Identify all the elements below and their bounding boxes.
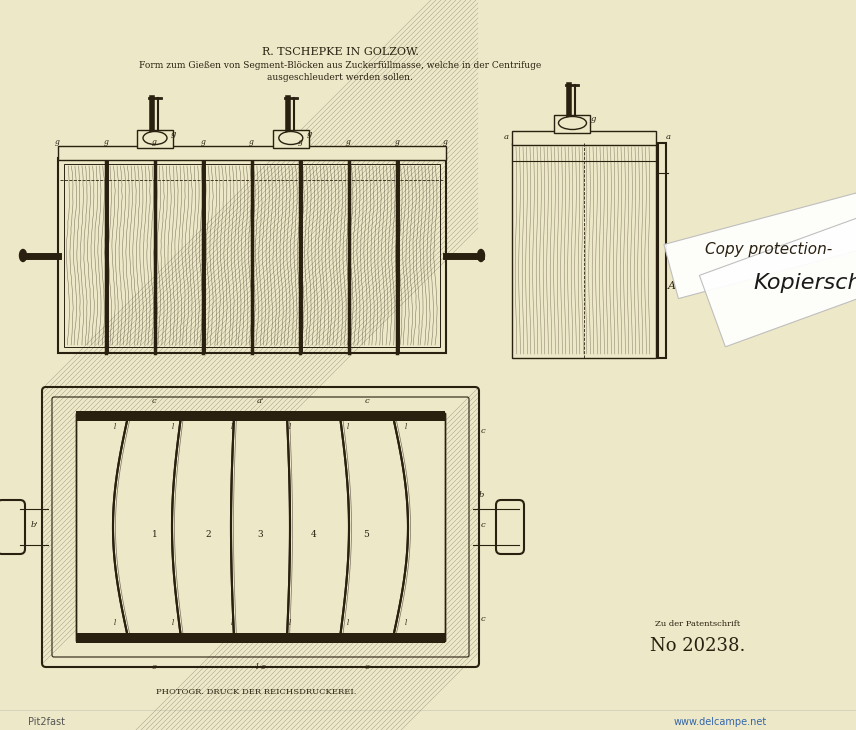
Bar	[76, 633, 445, 643]
Polygon shape	[113, 413, 181, 641]
Bar	[512, 143, 656, 358]
Text: No 20238.: No 20238.	[651, 637, 746, 655]
Bar	[76, 413, 445, 641]
Ellipse shape	[143, 131, 167, 145]
Text: g: g	[298, 138, 302, 146]
Text: g: g	[171, 130, 176, 138]
Text: 5: 5	[363, 530, 369, 539]
Text: 4: 4	[311, 530, 316, 539]
FancyBboxPatch shape	[52, 397, 469, 657]
Bar	[58, 146, 446, 160]
FancyBboxPatch shape	[664, 193, 856, 299]
Ellipse shape	[558, 117, 586, 129]
Bar	[658, 143, 666, 358]
Text: 1: 1	[152, 530, 158, 539]
Polygon shape	[287, 413, 349, 641]
Text: c: c	[152, 397, 157, 405]
Text: l: l	[114, 423, 116, 431]
Text: c: c	[481, 521, 485, 529]
Text: l: l	[172, 423, 175, 431]
Bar	[555, 115, 591, 133]
Polygon shape	[231, 413, 290, 641]
Text: g: g	[395, 138, 400, 146]
Text: www.delcampe.net: www.delcampe.net	[674, 717, 767, 727]
Text: c: c	[152, 663, 157, 671]
Bar	[76, 411, 445, 421]
Text: c: c	[481, 427, 485, 435]
Text: 3: 3	[258, 530, 264, 539]
Bar	[76, 413, 445, 641]
Text: Pit2fast: Pit2fast	[28, 717, 65, 727]
Text: l: l	[288, 423, 291, 431]
Text: ausgeschleudert werden sollen.: ausgeschleudert werden sollen.	[267, 74, 413, 82]
Text: a': a'	[257, 397, 265, 405]
Bar	[273, 130, 309, 148]
Text: l: l	[405, 619, 407, 627]
Polygon shape	[340, 413, 408, 641]
Text: R. TSCHEPKE IN GOLZOW.: R. TSCHEPKE IN GOLZOW.	[262, 47, 419, 57]
Text: g: g	[346, 138, 351, 146]
Text: c: c	[481, 615, 485, 623]
Bar	[512, 131, 656, 145]
Text: g: g	[306, 130, 312, 138]
Text: l: l	[230, 423, 233, 431]
Text: g: g	[55, 138, 60, 146]
Ellipse shape	[478, 250, 484, 261]
FancyBboxPatch shape	[496, 500, 524, 554]
Text: 2: 2	[205, 530, 211, 539]
Bar	[58, 158, 446, 353]
Ellipse shape	[20, 250, 27, 261]
Text: g: g	[104, 138, 109, 146]
Text: l: l	[114, 619, 116, 627]
Text: l: l	[405, 423, 407, 431]
Text: g: g	[200, 138, 205, 146]
FancyBboxPatch shape	[0, 500, 25, 554]
Text: a: a	[666, 133, 671, 141]
Text: c: c	[365, 663, 369, 671]
Text: g: g	[443, 138, 448, 146]
Text: g: g	[152, 138, 157, 146]
FancyBboxPatch shape	[699, 197, 856, 347]
Ellipse shape	[279, 131, 303, 145]
Text: Form zum Gießen von Segment-Blöcken aus Zuckerfüllmasse, welche in der Centrifug: Form zum Gießen von Segment-Blöcken aus …	[139, 61, 541, 71]
Text: g: g	[249, 138, 254, 146]
Text: l: l	[347, 619, 349, 627]
Text: l: l	[288, 619, 291, 627]
Polygon shape	[172, 413, 235, 641]
Text: l: l	[230, 619, 233, 627]
Text: l: l	[172, 619, 175, 627]
Text: b: b	[479, 491, 484, 499]
Text: g: g	[591, 115, 596, 123]
Text: Zu der Patentschrift: Zu der Patentschrift	[656, 620, 740, 628]
Text: PHOTOGR. DRUCK DER REICHSDRUCKEREI.: PHOTOGR. DRUCK DER REICHSDRUCKEREI.	[156, 688, 356, 696]
Text: Kopierschutz: Kopierschutz	[753, 273, 856, 293]
Bar	[137, 130, 173, 148]
Text: l z: l z	[256, 663, 265, 671]
Text: c: c	[365, 397, 369, 405]
Bar	[76, 411, 445, 421]
Text: a: a	[504, 133, 509, 141]
Text: l: l	[347, 423, 349, 431]
FancyBboxPatch shape	[42, 387, 479, 667]
Text: A: A	[668, 281, 676, 291]
Bar	[64, 164, 440, 347]
Text: Copy protection-: Copy protection-	[705, 242, 832, 257]
Bar	[76, 633, 445, 643]
Text: b': b'	[30, 521, 38, 529]
